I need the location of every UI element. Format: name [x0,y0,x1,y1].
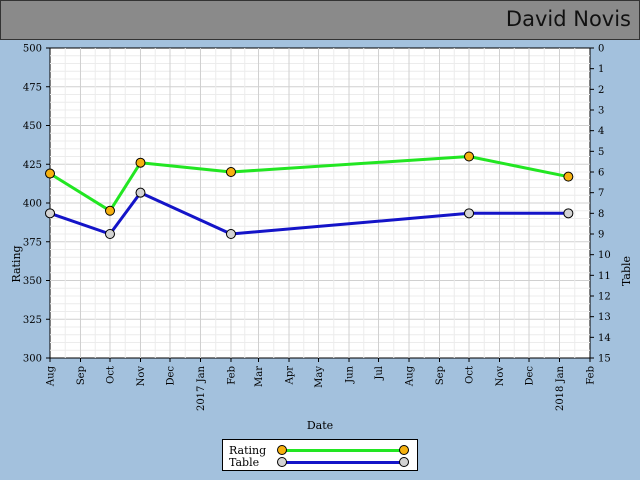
left-axis-ticks: 300 325 350 375 400 425 450 475 500 [23,44,50,365]
legend-label-rating: Rating [229,444,267,457]
x-tick-label: Sep [76,366,87,385]
left-tick-label: 350 [23,276,42,287]
x-tick-label: Aug [46,365,57,387]
player-name: David Novis [505,7,631,31]
x-tick-label: Oct [465,366,476,384]
right-tick-label: 3 [598,106,604,117]
right-tick-label: 9 [598,230,604,241]
data-point-table [105,229,115,239]
right-tick-label: 10 [598,250,611,261]
series-markers [45,151,574,239]
x-tick-label: 2017 Jan [196,365,207,411]
x-tick-label: Jun [345,365,356,383]
legend-marker-rating-start [277,445,287,455]
left-tick-label: 475 [23,82,42,93]
data-point-table [464,208,475,219]
right-tick-label: 4 [598,126,604,137]
series-lines [49,155,569,236]
right-tick-label: 8 [598,209,604,220]
legend-line-table [279,461,407,464]
left-tick-label: 400 [23,199,42,210]
legend-item-rating: Rating [229,444,415,457]
x-tick-label: Dec [166,366,177,386]
x-axis-title: Date [307,419,333,432]
x-tick-label: May [314,366,325,388]
right-axis-title: Table [620,256,633,286]
x-tick-label: Nov [495,366,506,387]
left-tick-label: 325 [23,315,42,326]
legend-marker-table-end [399,457,409,467]
data-point-rating [225,167,236,177]
x-tick-label: Jul [374,366,385,381]
legend-marker-table-start [277,457,287,467]
right-tick-label: 6 [598,168,604,179]
legend-item-table: Table [229,456,415,469]
left-tick-label: 425 [23,160,42,171]
left-tick-label: 300 [23,354,42,365]
grid-lines [50,48,590,358]
header-bar: David Novis [0,0,640,40]
x-tick-label: Feb [586,366,597,385]
right-tick-label: 13 [598,312,611,323]
right-tick-label: 0 [598,44,604,55]
right-tick-label: 15 [598,354,611,365]
data-point-rating [45,168,55,179]
series-line-table [49,191,569,236]
right-tick-label: 7 [598,188,604,199]
right-tick-label: 2 [598,85,604,96]
data-point-rating [563,171,574,182]
right-tick-label: 12 [598,292,611,303]
data-point-table [225,229,236,239]
data-point-table [563,208,574,219]
x-axis-ticks: Aug Sep Oct Nov Dec 2017 Jan Feb Mar Apr May Jun Ju… [46,358,597,411]
legend-label-table: Table [229,456,260,469]
x-tick-label: Feb [226,366,237,385]
x-tick-label: Aug [405,365,416,387]
y-axis-title: Rating [10,245,23,282]
x-tick-label: Nov [136,366,147,387]
x-tick-label: Oct [106,366,117,384]
right-tick-label: 14 [598,333,611,344]
data-point-rating [464,151,475,162]
left-tick-label: 375 [23,237,42,248]
legend-line-rating [279,449,407,452]
right-tick-label: 1 [598,64,604,75]
data-point-rating [135,157,146,168]
right-tick-label: 11 [598,271,611,282]
x-tick-label: Mar [254,366,265,387]
x-tick-label: Dec [525,366,536,386]
x-tick-label: Sep [435,366,446,385]
right-tick-label: 5 [598,147,604,158]
data-point-rating [105,205,115,216]
x-tick-label: Apr [285,366,296,386]
x-tick-label: 2018 Jan [555,365,566,411]
legend-marker-rating-end [399,445,409,455]
left-tick-label: 500 [23,44,42,55]
data-point-table [135,187,146,198]
data-point-table [45,208,55,219]
series-line-rating [49,155,569,213]
left-tick-label: 450 [23,121,42,132]
chart-legend: Rating Table [222,439,418,471]
